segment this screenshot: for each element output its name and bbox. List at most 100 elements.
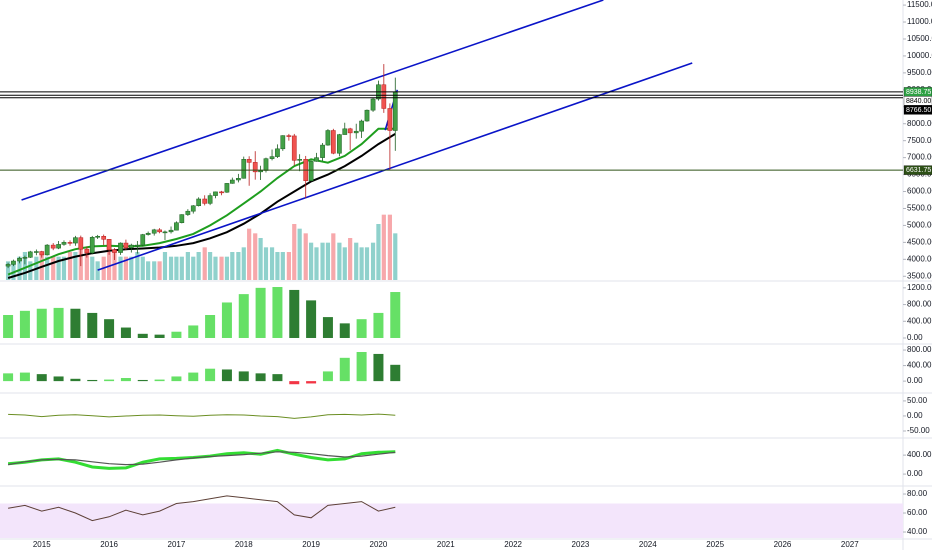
candle-body xyxy=(229,179,235,184)
histogram-bar xyxy=(70,378,81,382)
volume-bar xyxy=(95,261,100,280)
candle-body xyxy=(190,205,196,212)
volume-bar xyxy=(258,238,263,280)
volume-bar xyxy=(146,261,151,280)
candle-body xyxy=(162,231,168,234)
x-tick-label: 2022 xyxy=(504,540,522,549)
line-pane xyxy=(7,448,396,470)
volume-bar xyxy=(152,261,157,280)
y-tick-label: 9500.00 xyxy=(907,68,932,77)
volume-bar xyxy=(269,247,275,280)
candle-body xyxy=(174,222,179,231)
y-tick-label: 7000.00 xyxy=(907,153,932,162)
y-tick-label: 3500.00 xyxy=(907,271,932,280)
volume-bar xyxy=(73,252,78,280)
candle-body xyxy=(280,135,286,150)
indicator-line xyxy=(8,413,396,419)
histogram-bar xyxy=(120,327,131,338)
volume-bar xyxy=(168,256,174,280)
volume-bar xyxy=(342,247,347,280)
histogram-bar xyxy=(154,379,165,382)
volume-bar xyxy=(247,228,252,280)
volume-bar xyxy=(241,247,246,280)
volume-bar xyxy=(162,252,168,280)
y-tick-label: 10500.00 xyxy=(907,34,932,43)
volume-bar xyxy=(56,256,61,280)
indicator-line xyxy=(8,451,396,466)
volume-bar xyxy=(191,256,196,280)
volume-bar xyxy=(22,252,28,280)
y-tick-label: 0.00 xyxy=(907,411,923,420)
candle-body xyxy=(27,251,33,258)
candle-body xyxy=(320,144,325,158)
volume-bar xyxy=(45,256,50,280)
volume-bar xyxy=(179,256,184,280)
histogram-bar xyxy=(19,372,30,382)
candle-body xyxy=(140,234,146,246)
x-tick-label: 2019 xyxy=(302,540,320,549)
y-tick-label: 800.00 xyxy=(907,300,932,309)
volume-bar xyxy=(297,228,302,280)
candle-body xyxy=(73,237,78,244)
volume-bar xyxy=(314,247,319,280)
y-tick-label: 5500.00 xyxy=(907,204,932,213)
volume-bar xyxy=(202,247,207,280)
histogram-bar xyxy=(221,302,232,338)
histogram-bar xyxy=(255,287,266,338)
y-tick-label: 60.00 xyxy=(907,508,928,517)
line-pane xyxy=(0,495,903,538)
candle-body xyxy=(258,170,263,173)
x-tick-label: 2023 xyxy=(572,540,590,549)
histogram-bar xyxy=(53,376,64,382)
candle-body xyxy=(118,242,123,253)
volume-bar xyxy=(5,261,11,280)
histogram-bar xyxy=(205,368,216,382)
candle-body xyxy=(196,198,201,207)
y-tick-label: 40.00 xyxy=(907,527,928,536)
candle-body xyxy=(246,159,252,163)
candle-body xyxy=(347,128,353,134)
candle-body xyxy=(123,242,129,249)
y-tick-label: 400.00 xyxy=(907,316,932,325)
histogram-bar xyxy=(3,373,14,382)
histogram-bar xyxy=(306,300,317,338)
histogram-bar xyxy=(104,319,115,338)
price-label-bg xyxy=(903,165,932,175)
x-tick-label: 2027 xyxy=(841,540,859,549)
candle-body xyxy=(78,237,84,250)
volume-bar xyxy=(320,242,325,280)
main-pane xyxy=(5,0,693,280)
candle-body xyxy=(381,84,387,109)
histogram-bar xyxy=(339,323,350,338)
histogram-bar xyxy=(171,331,182,338)
histogram-bar xyxy=(36,374,47,382)
histogram-bar xyxy=(205,315,216,338)
candle-body xyxy=(95,236,100,238)
moving-average xyxy=(7,133,396,279)
histogram-bar xyxy=(154,334,165,338)
volume-bar xyxy=(219,256,224,280)
volume-bar xyxy=(67,252,73,280)
histogram-bar xyxy=(373,312,384,338)
candle-body xyxy=(11,260,16,265)
x-tick-label: 2021 xyxy=(437,540,455,549)
candle-body xyxy=(84,248,90,254)
histogram-bar xyxy=(171,376,182,382)
candle-body xyxy=(151,229,157,234)
histogram-bar xyxy=(188,325,199,338)
volume-bar xyxy=(140,256,145,280)
indicator-line xyxy=(8,495,396,522)
volume-bar xyxy=(90,256,95,280)
y-tick-label: -50.00 xyxy=(907,426,930,435)
y-tick-label: 800.00 xyxy=(907,345,932,354)
candle-body xyxy=(364,109,370,122)
line-pane xyxy=(8,413,396,419)
volume-bar xyxy=(364,247,370,280)
histogram-bar xyxy=(356,351,367,382)
histogram-bar xyxy=(322,317,333,338)
candle-body xyxy=(213,191,218,196)
candle-body xyxy=(34,251,39,253)
candle-body xyxy=(112,249,117,253)
x-tick-label: 2015 xyxy=(33,540,51,549)
candle-body xyxy=(353,130,359,134)
